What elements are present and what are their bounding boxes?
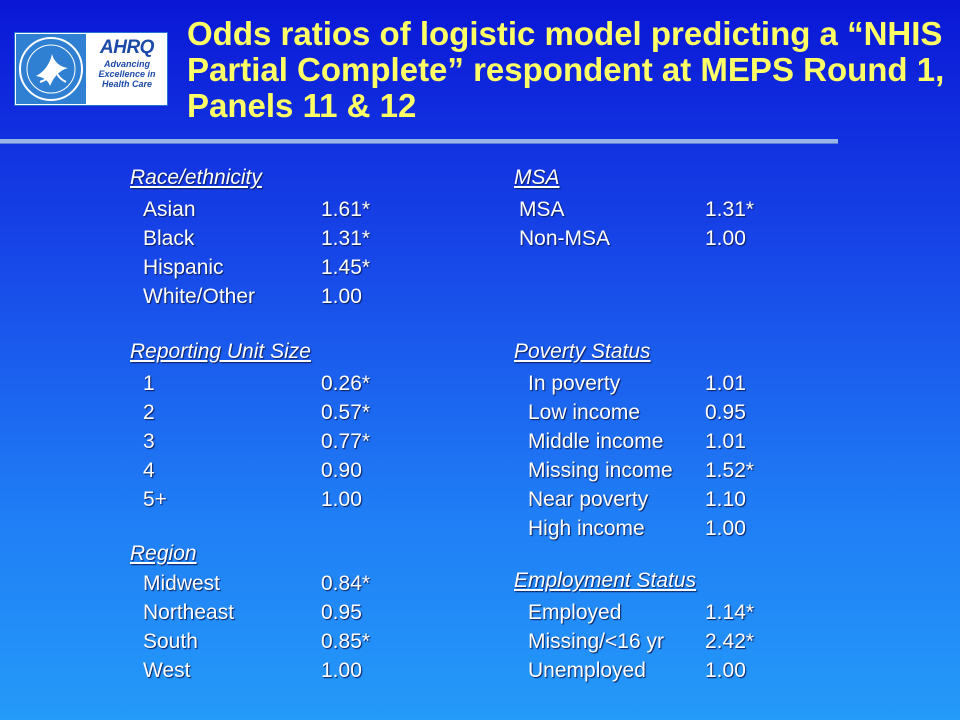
- poverty-label: Middle income: [528, 430, 664, 453]
- unit-size-label: 4: [143, 459, 155, 482]
- poverty-value: 1.00: [705, 517, 746, 540]
- ahrq-tagline-1: Advancing: [103, 59, 150, 69]
- unit-size-header: Reporting Unit Size: [130, 340, 311, 363]
- ahrq-letters: AHRQ: [100, 37, 154, 58]
- race-value: 1.45*: [321, 256, 371, 279]
- region-header: Region: [130, 542, 197, 565]
- region-value: 0.85*: [321, 630, 371, 653]
- employment-value: 1.00: [705, 659, 746, 682]
- race-label: Hispanic: [143, 256, 224, 279]
- hhs-seal-icon: [16, 34, 86, 104]
- region-value: 0.84*: [321, 572, 371, 595]
- unit-size-value: 1.00: [321, 488, 362, 511]
- unit-size-label: 5+: [143, 488, 167, 511]
- region-label: Northeast: [143, 601, 235, 624]
- race-label: Asian: [143, 198, 196, 221]
- race-value: 1.61*: [321, 198, 371, 221]
- employment-value: 2.42*: [705, 630, 755, 653]
- poverty-value: 1.52*: [705, 459, 755, 482]
- region-value: 1.00: [321, 659, 362, 682]
- employment-value: 1.14*: [705, 601, 755, 624]
- title-divider: [0, 139, 838, 143]
- poverty-label: In poverty: [528, 372, 621, 395]
- poverty-label: Near poverty: [528, 488, 649, 511]
- race-value: 1.00: [321, 285, 362, 308]
- msa-header: MSA: [514, 166, 560, 189]
- poverty-value: 1.10: [705, 488, 746, 511]
- employment-label: Employed: [528, 601, 622, 624]
- msa-label: Non-MSA: [519, 227, 611, 250]
- unit-size-value: 0.90: [321, 459, 362, 482]
- race-label: White/Other: [143, 285, 256, 308]
- ahrq-logo: AHRQ Advancing Excellence in Health Care: [14, 32, 168, 106]
- unit-size-label: 3: [143, 430, 155, 453]
- ahrq-tagline-3: Health Care: [101, 79, 153, 89]
- slide-title: Odds ratios of logistic model predicting…: [187, 15, 945, 124]
- unit-size-value: 0.26*: [321, 372, 371, 395]
- poverty-value: 1.01: [705, 430, 746, 453]
- unit-size-value: 0.57*: [321, 401, 371, 424]
- unit-size-label: 2: [143, 401, 155, 424]
- employment-label: Unemployed: [528, 659, 646, 682]
- unit-size-label: 1: [143, 372, 155, 395]
- poverty-label: High income: [528, 517, 645, 540]
- poverty-label: Missing income: [528, 459, 673, 482]
- employment-label: Missing/<16 yr: [528, 630, 664, 653]
- msa-value: 1.31*: [705, 198, 755, 221]
- employment-header: Employment Status: [514, 569, 697, 592]
- region-value: 0.95: [321, 601, 362, 624]
- ahrq-wordmark: AHRQ Advancing Excellence in Health Care: [89, 37, 165, 101]
- region-label: West: [143, 659, 191, 682]
- race-label: Black: [143, 227, 195, 250]
- poverty-value: 0.95: [705, 401, 746, 424]
- ahrq-tagline-2: Excellence in: [98, 69, 156, 79]
- msa-value: 1.00: [705, 227, 746, 250]
- poverty-header: Poverty Status: [514, 340, 651, 363]
- poverty-label: Low income: [528, 401, 641, 424]
- msa-label: MSA: [519, 198, 565, 221]
- region-label: South: [143, 630, 198, 653]
- race-header: Race/ethnicity: [130, 166, 262, 189]
- poverty-value: 1.01: [705, 372, 746, 395]
- region-label: Midwest: [143, 572, 221, 595]
- unit-size-value: 0.77*: [321, 430, 371, 453]
- race-value: 1.31*: [321, 227, 371, 250]
